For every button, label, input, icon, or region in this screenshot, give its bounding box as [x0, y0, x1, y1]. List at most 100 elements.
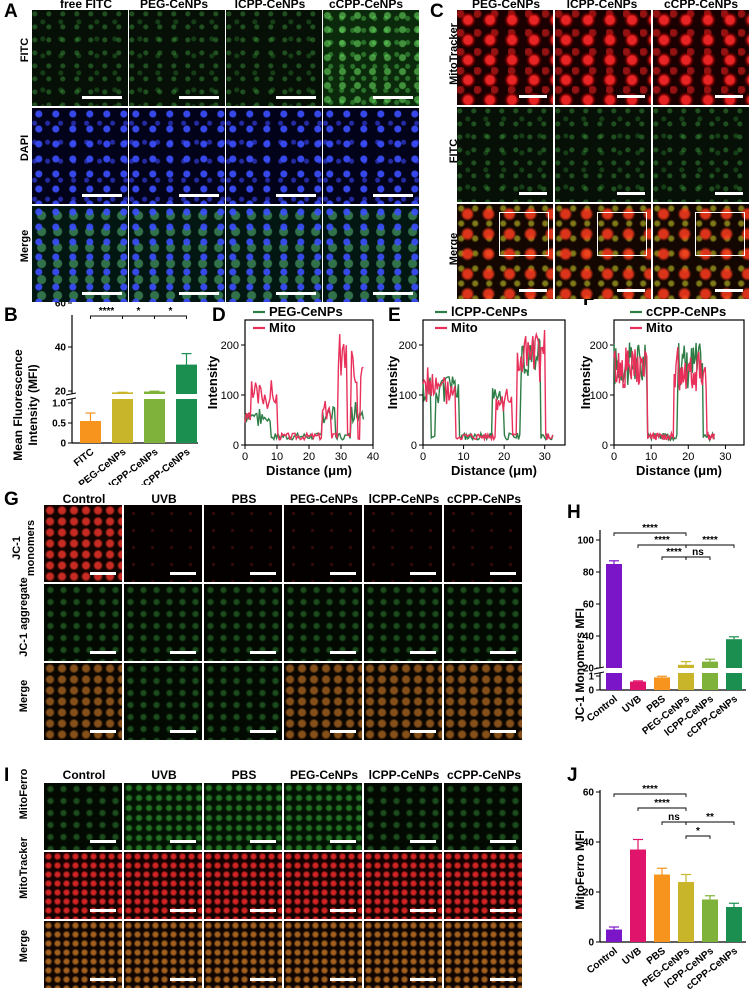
scale-bar [170, 572, 196, 575]
scale-bar [250, 572, 276, 575]
x-axis-label: Distance (μm) [451, 463, 537, 478]
x-tick-label: 10 [645, 451, 657, 463]
col-label-peg-cenps: PEG-CeNPs [139, 0, 209, 11]
image-g-merge-5 [444, 663, 522, 740]
image-a-fitc-lcpp [226, 10, 322, 106]
series-line [422, 329, 554, 443]
image-i-mitoferro-5 [444, 783, 522, 850]
x-tick-label: 0 [611, 451, 617, 463]
scale-bar [330, 840, 356, 843]
bar [702, 661, 718, 690]
significance-bracket [685, 821, 735, 825]
image-g-monomers-3 [284, 505, 362, 582]
panel-letter-c: C [430, 1, 444, 22]
image-i-merge-1 [124, 921, 202, 988]
image-i-mitotracker-2 [204, 852, 282, 919]
image-a-fitc-free-fitc [32, 10, 128, 106]
y-tick-label: 60 [583, 788, 595, 799]
significance-bracket [613, 793, 687, 797]
scale-bar [90, 978, 116, 981]
scale-bar [519, 95, 547, 98]
image-a-dapi-peg [129, 108, 225, 204]
x-tick-label: 0 [420, 451, 426, 463]
chart-h: JC-1 Monomers MFI 0 120 40 60 80 100 Control UV… [573, 523, 746, 740]
y-tick-label: 0 [60, 439, 66, 450]
significance-bracket [154, 315, 187, 319]
scale-bar [90, 572, 116, 575]
x-tick-label: Control [585, 946, 620, 977]
x-tick-label: 30 [539, 451, 551, 463]
y-tick-label: 200 [399, 340, 417, 352]
image-g-monomers-2 [204, 505, 282, 582]
significance-bracket [685, 544, 735, 548]
legend-label: cCPP-CeNPs [646, 304, 726, 319]
significance-label: ** [706, 812, 714, 823]
scale-bar [276, 96, 316, 99]
significance-label: * [137, 306, 141, 317]
bar [630, 681, 646, 690]
image-g-merge-3 [284, 663, 362, 740]
chart-b-ylabel-2: Intensity (MFI) [26, 364, 40, 445]
scale-bar [170, 909, 196, 912]
scale-bar [82, 292, 122, 295]
y-tick-label: 40 [55, 343, 67, 354]
image-i-mitotracker-0 [44, 852, 122, 919]
series-line [244, 334, 364, 442]
x-tick-label: 20 [303, 451, 315, 463]
scale-bar [250, 840, 276, 843]
scale-bar [330, 978, 356, 981]
panel-letter-d: D [212, 305, 226, 326]
scale-bar [330, 651, 356, 654]
image-g-merge-0 [44, 663, 122, 740]
significance-label: **** [654, 798, 670, 809]
scale-bar [410, 909, 436, 912]
image-i-merge-0 [44, 921, 122, 988]
g-row-label-jc1-aggregate: JC-1 aggregate [18, 577, 30, 657]
c-col-label-peg: PEG-CeNPs [471, 0, 541, 11]
x-axis-label: Distance (μm) [636, 463, 722, 478]
row-label-fitc: FITC [19, 37, 31, 63]
y-tick-label: 100 [577, 536, 594, 547]
image-g-merge-2 [204, 663, 282, 740]
scale-bar [82, 96, 122, 99]
image-g-monomers-5 [444, 505, 522, 582]
image-g-merge-4 [364, 663, 442, 740]
legend-label: PEG-CeNPs [269, 304, 343, 319]
g-row-label-merge: Merge [18, 679, 30, 713]
chart-j-ylabel: MitoFerro MFI [573, 830, 587, 909]
x-tick-label: Control [585, 694, 620, 725]
significance-label: ns [668, 812, 680, 823]
y-tick-label: 20 [583, 888, 595, 899]
axis-break-mark [593, 666, 605, 670]
image-g-aggregate-4 [364, 584, 442, 661]
y-tick-label: 100 [590, 390, 608, 402]
g-col-label: cCPP-CeNPs [446, 492, 522, 506]
series-line [613, 347, 715, 442]
scale-bar [330, 730, 356, 733]
scale-bar [250, 730, 276, 733]
g-col-label: lCPP-CeNPs [368, 492, 440, 506]
plot: 0 10 20 30 0 100 200 Distance (μm) Intensity cCPP… [578, 304, 745, 478]
scale-bar [715, 95, 743, 98]
image-c-merge-ccpp [653, 204, 749, 299]
bar [678, 882, 694, 942]
image-a-merge-ccpp [323, 206, 419, 302]
scale-bar [170, 651, 196, 654]
scale-bar [490, 572, 516, 575]
x-tick-label: UVB [620, 946, 643, 968]
g-col-label: PEG-CeNPs [289, 492, 359, 506]
i-col-label: Control [62, 768, 106, 782]
series-line [244, 402, 365, 442]
c-col-label-ccpp: cCPP-CeNPs [663, 0, 739, 11]
x-tick-label: UVB [620, 694, 643, 716]
y-tick-label: 100 [399, 390, 417, 402]
significance-label: **** [642, 523, 658, 534]
bar [112, 392, 133, 443]
image-c-fitc-lcpp [555, 107, 651, 202]
plot: 0 10 20 30 40 0 100 200 Distance (μm) Intensity PE… [205, 304, 379, 478]
scale-bar [490, 978, 516, 981]
x-tick-label: 40 [367, 451, 379, 463]
x-tick-label: 0 [242, 451, 248, 463]
legend-label: Mito [646, 320, 673, 335]
